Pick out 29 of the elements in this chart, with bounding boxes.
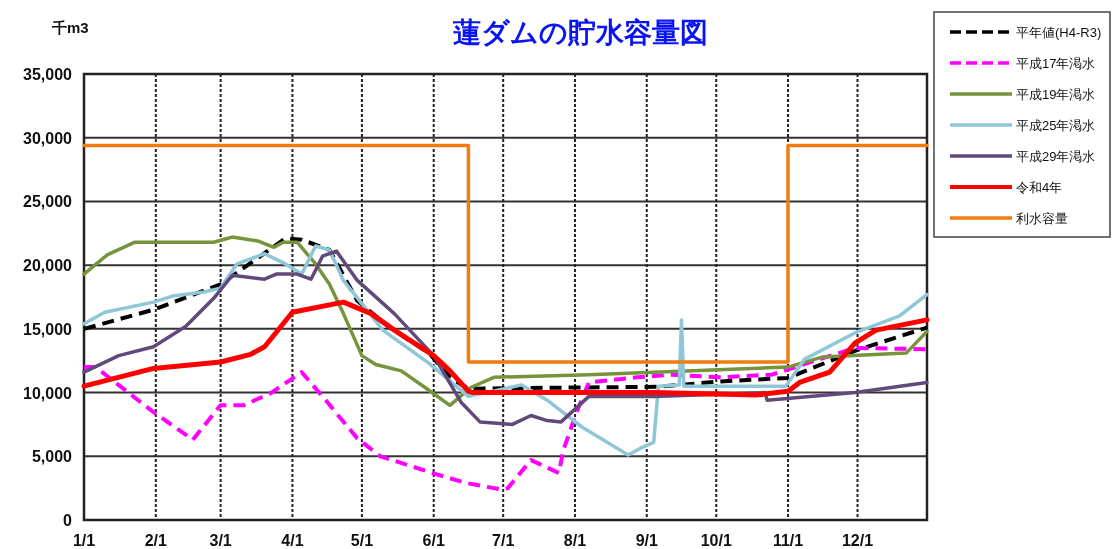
y-tick-label: 0 <box>63 512 73 529</box>
legend-label: 令和4年 <box>1016 180 1063 195</box>
x-tick-label: 7/1 <box>492 532 515 549</box>
legend-label: 平成17年渇水 <box>1016 56 1096 71</box>
x-tick-label: 1/1 <box>72 532 96 549</box>
legend-label: 平年値(H4-R3) <box>1016 25 1102 40</box>
y-tick-label: 20,000 <box>23 257 73 275</box>
x-tick-label: 6/1 <box>422 532 445 549</box>
x-tick-label: 12/1 <box>841 532 874 549</box>
x-tick-label: 4/1 <box>281 532 304 549</box>
chart-title: 蓮ダムの貯水容量図 <box>451 17 708 48</box>
x-tick-label: 2/1 <box>144 532 168 549</box>
legend-label: 利水容量 <box>1016 211 1068 226</box>
y-tick-label: 5,000 <box>31 448 73 466</box>
legend-label: 平成19年渇水 <box>1016 87 1096 102</box>
legend-label: 平成29年渇水 <box>1016 149 1096 164</box>
y-tick-label: 35,000 <box>23 66 73 83</box>
x-tick-label: 9/1 <box>635 532 658 549</box>
x-tick-label: 8/1 <box>563 532 587 549</box>
x-tick-label: 11/1 <box>772 532 804 549</box>
y-tick-label: 15,000 <box>23 320 73 338</box>
legend-label: 平成25年渇水 <box>1016 118 1096 133</box>
y-tick-label: 30,000 <box>23 129 73 147</box>
y-axis-title: 千m3 <box>51 19 89 36</box>
x-tick-label: 3/1 <box>209 532 232 549</box>
y-tick-label: 10,000 <box>23 384 73 402</box>
y-tick-label: 25,000 <box>23 193 73 211</box>
x-tick-label: 5/1 <box>350 532 374 549</box>
x-tick-label: 10/1 <box>700 532 732 549</box>
